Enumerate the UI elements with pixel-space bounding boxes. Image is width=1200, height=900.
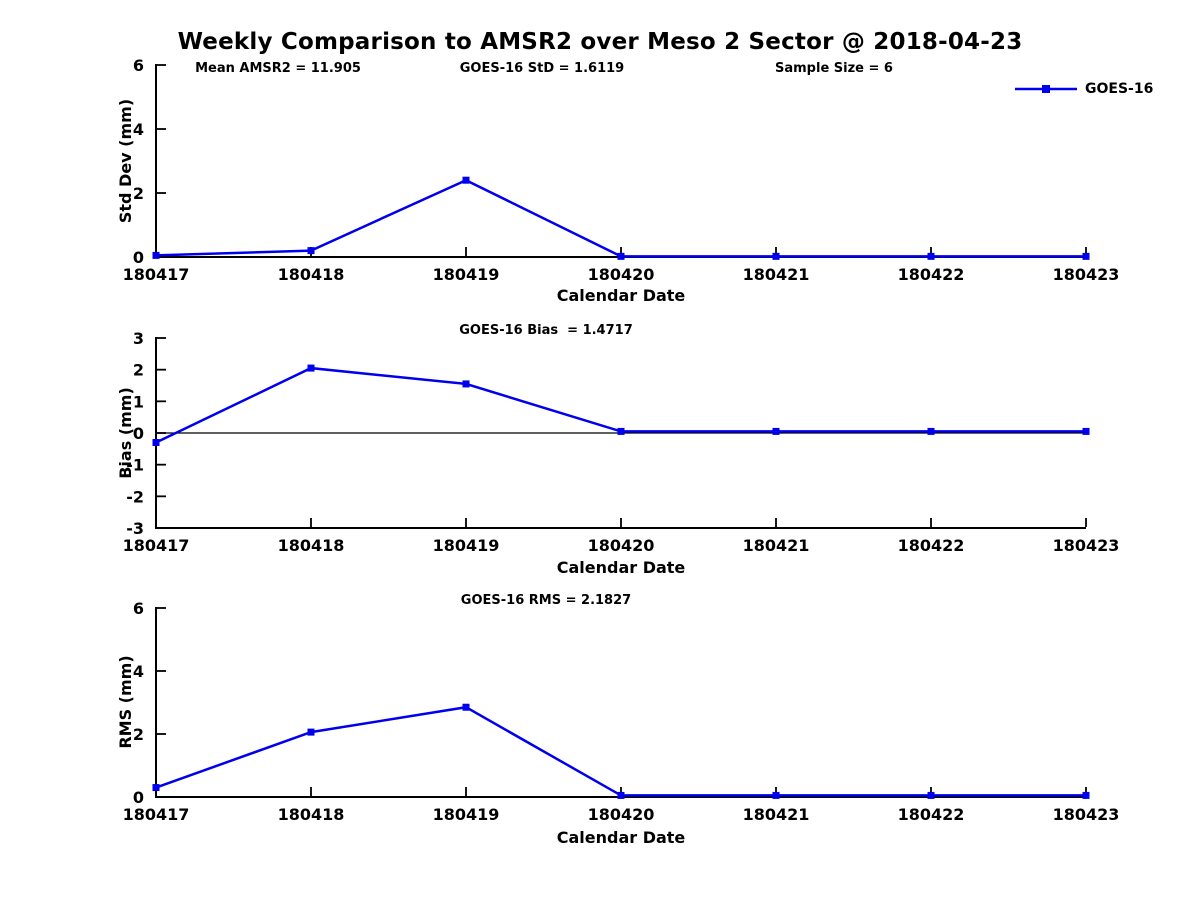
subplot-title-bias: GOES-16 Bias = 1.4717 <box>459 323 633 338</box>
data-point-marker <box>927 791 935 799</box>
y-tick-label: -3 <box>126 519 144 538</box>
data-line-GOES-16 <box>155 705 1086 797</box>
y-tick-label: 3 <box>133 329 144 348</box>
y-tick-label: 6 <box>133 56 144 75</box>
x-tick-label: 180421 <box>743 265 810 284</box>
x-tick-label: 180423 <box>1053 265 1120 284</box>
x-tick-label: 180422 <box>898 805 965 824</box>
legend-line-sample <box>1015 85 1077 93</box>
data-point-marker <box>1082 791 1090 799</box>
x-tick-label: 180421 <box>743 536 810 555</box>
x-tick-label: 180418 <box>278 265 345 284</box>
legend: GOES-16 <box>1014 81 1153 97</box>
data-point-marker <box>617 252 625 260</box>
subplot-rms: 180417 180418 180419 180420 180421 180422 1804… <box>123 599 1120 824</box>
xlabel-bias: Calendar Date <box>556 558 686 577</box>
x-tick-label: 180417 <box>123 805 190 824</box>
data-point-marker <box>617 427 625 435</box>
x-tick-label: 180419 <box>433 265 500 284</box>
y-tick-label: 0 <box>133 788 144 807</box>
data-point-marker <box>772 791 780 799</box>
x-tick-label: 180418 <box>278 805 345 824</box>
y-tick-label: -2 <box>126 487 144 506</box>
annotation-mean-amsr2: Mean AMSR2 = 11.905 <box>195 61 361 76</box>
y-tick-label: 2 <box>133 361 144 380</box>
data-point-marker <box>772 427 780 435</box>
data-point-marker <box>772 252 780 260</box>
data-point-marker <box>152 439 160 446</box>
annotation-sample-size: Sample Size = 6 <box>775 61 893 76</box>
annotation-goes16-std: GOES-16 StD = 1.6119 <box>459 61 625 76</box>
x-tick-label: 180422 <box>898 536 965 555</box>
y-tick-label: 1 <box>133 392 144 411</box>
ylabel-bias: Bias (mm) <box>116 387 135 479</box>
y-tick-label: 4 <box>133 662 144 681</box>
subplot-bias: 180417 180418 180419 180420 180421 180422 1804… <box>123 329 1120 555</box>
data-point-marker <box>152 784 160 792</box>
data-point-marker <box>152 251 160 259</box>
figure-title: Weekly Comparison to AMSR2 over Meso 2 S… <box>177 29 1023 55</box>
x-tick-label: 180422 <box>898 265 965 284</box>
data-point-marker <box>462 703 470 711</box>
data-line-GOES-16 <box>155 178 1086 258</box>
data-point-marker <box>927 427 935 435</box>
legend-marker-icon <box>1042 85 1050 93</box>
ylabel-stddev: Std Dev (mm) <box>116 98 135 224</box>
data-point-marker <box>307 364 315 372</box>
y-tick-label: 0 <box>133 248 144 267</box>
x-tick-label: 180423 <box>1053 805 1120 824</box>
x-tick-label: 180419 <box>433 805 500 824</box>
x-tick-label: 180419 <box>433 536 500 555</box>
y-tick-label: 0 <box>133 424 144 443</box>
x-tick-label: 180417 <box>123 265 190 284</box>
x-tick-label: 180417 <box>123 536 190 555</box>
subplot-std-dev: 180417 180418 180419 180420 180421 180422 1804… <box>123 56 1120 284</box>
data-point-marker <box>1082 427 1090 435</box>
legend-label: GOES-16 <box>1085 81 1154 97</box>
data-point-marker <box>307 728 315 736</box>
y-tick-label: 2 <box>133 725 144 744</box>
data-point-marker <box>462 176 470 184</box>
x-tick-label: 180418 <box>278 536 345 555</box>
ylabel-rms: RMS (mm) <box>116 655 135 749</box>
x-tick-label: 180420 <box>588 265 655 284</box>
x-tick-label: 180421 <box>743 805 810 824</box>
x-tick-label: 180423 <box>1053 536 1120 555</box>
data-point-marker <box>617 791 625 799</box>
x-tick-label: 180420 <box>588 805 655 824</box>
xlabel-stddev: Calendar Date <box>556 286 686 305</box>
data-point-marker <box>1082 252 1090 260</box>
data-point-marker <box>927 252 935 260</box>
data-point-marker <box>462 380 470 388</box>
y-tick-label: 2 <box>133 184 144 203</box>
y-tick-label: 6 <box>133 599 144 618</box>
data-point-marker <box>307 247 315 255</box>
xlabel-rms: Calendar Date <box>556 828 686 847</box>
x-tick-label: 180420 <box>588 536 655 555</box>
y-tick-label: -1 <box>126 456 144 475</box>
subplot-title-rms: GOES-16 RMS = 2.1827 <box>460 593 632 608</box>
y-tick-label: 4 <box>133 120 144 139</box>
